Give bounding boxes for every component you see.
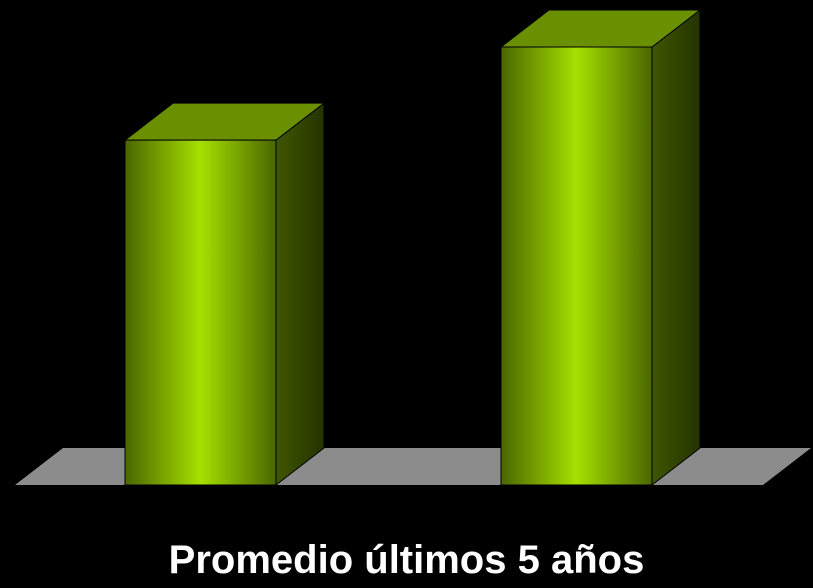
bar-2-front: [500, 46, 653, 486]
bar-1-side: [275, 102, 325, 487]
bar-1: [123, 102, 326, 487]
bar-1-front: [124, 139, 277, 486]
bars-group: [123, 8, 702, 487]
bar-2: [499, 8, 702, 487]
bar-2-side: [651, 8, 701, 487]
chart-caption: Promedio últimos 5 años: [168, 538, 645, 582]
